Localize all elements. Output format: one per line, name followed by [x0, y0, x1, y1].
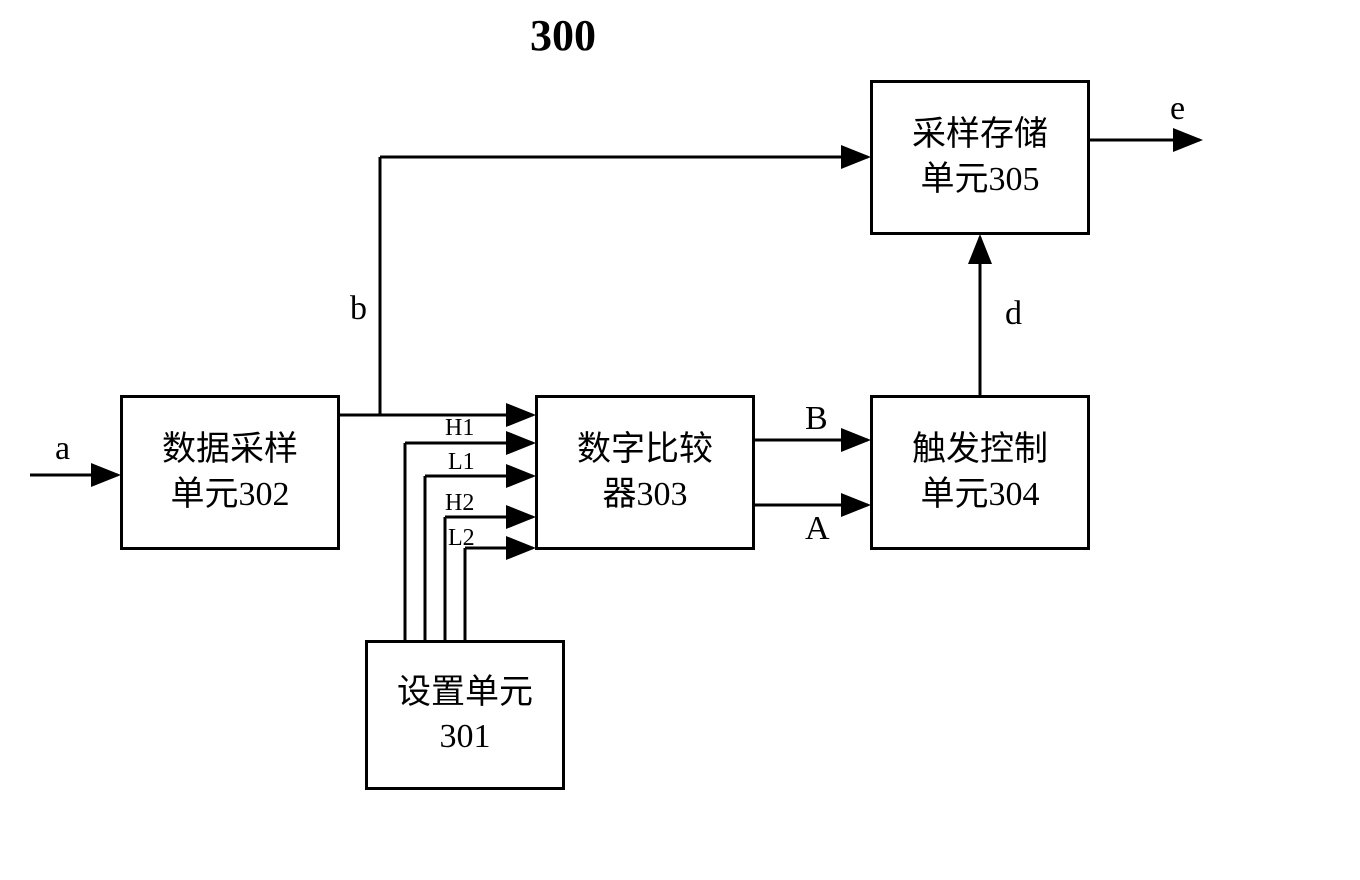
node-301-label: 设置单元301: [397, 671, 533, 759]
node-304: 触发控制单元304: [870, 395, 1090, 550]
signal-L2: L2: [448, 525, 475, 552]
figure-number: 300: [530, 10, 596, 61]
node-301: 设置单元301: [365, 640, 565, 790]
signal-L1: L1: [448, 449, 475, 476]
node-302-label: 数据采样单元302: [162, 428, 298, 516]
signal-H2: H2: [445, 490, 474, 517]
signal-a: a: [55, 430, 70, 468]
signal-B: B: [805, 400, 828, 438]
signal-b: b: [350, 290, 367, 328]
node-303-label: 数字比较器303: [577, 428, 713, 516]
signal-H1: H1: [445, 415, 474, 442]
node-303: 数字比较器303: [535, 395, 755, 550]
node-302: 数据采样单元302: [120, 395, 340, 550]
node-305: 采样存储单元305: [870, 80, 1090, 235]
node-304-label: 触发控制单元304: [912, 428, 1048, 516]
signal-A: A: [805, 510, 830, 548]
signal-e: e: [1170, 90, 1185, 128]
signal-d: d: [1005, 295, 1022, 333]
node-305-label: 采样存储单元305: [912, 113, 1048, 201]
